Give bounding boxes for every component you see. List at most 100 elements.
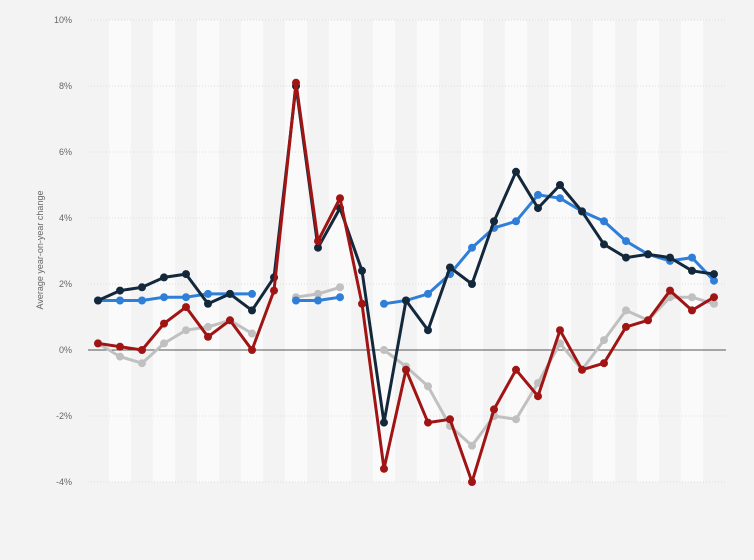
data-point[interactable] [622, 306, 630, 315]
data-point[interactable] [710, 270, 718, 279]
data-point[interactable] [534, 204, 542, 213]
data-point[interactable] [446, 263, 454, 272]
data-point[interactable] [710, 299, 718, 308]
data-point[interactable] [138, 296, 146, 305]
data-point[interactable] [204, 289, 212, 298]
data-point[interactable] [270, 286, 278, 295]
data-point[interactable] [644, 250, 652, 259]
data-point[interactable] [688, 306, 696, 315]
data-point[interactable] [402, 296, 410, 305]
data-point[interactable] [182, 303, 190, 312]
y-tick-label: -2% [56, 411, 72, 421]
data-point[interactable] [424, 289, 432, 298]
data-point[interactable] [182, 293, 190, 302]
data-point[interactable] [490, 217, 498, 226]
data-point[interactable] [380, 346, 388, 354]
data-point[interactable] [666, 253, 674, 262]
data-point[interactable] [380, 464, 388, 473]
data-point[interactable] [116, 296, 124, 305]
data-point[interactable] [622, 322, 630, 331]
data-point[interactable] [534, 392, 542, 401]
data-point[interactable] [182, 326, 190, 335]
y-tick-label: 8% [59, 81, 72, 91]
data-point[interactable] [248, 289, 256, 298]
series-4 [94, 78, 718, 486]
data-point[interactable] [336, 293, 344, 302]
data-point[interactable] [380, 299, 388, 308]
data-point[interactable] [534, 190, 542, 199]
data-point[interactable] [512, 415, 520, 424]
plot-band [197, 20, 219, 482]
data-point[interactable] [666, 286, 674, 295]
data-point[interactable] [622, 237, 630, 246]
data-point[interactable] [468, 478, 476, 486]
data-point[interactable] [138, 359, 146, 368]
plot-band [153, 20, 175, 482]
data-point[interactable] [160, 273, 168, 282]
data-point[interactable] [182, 270, 190, 279]
data-point[interactable] [160, 339, 168, 348]
data-point[interactable] [534, 379, 542, 387]
data-point[interactable] [138, 346, 146, 354]
data-point[interactable] [424, 382, 432, 391]
data-point[interactable] [380, 418, 388, 427]
data-point[interactable] [424, 418, 432, 427]
data-point[interactable] [94, 339, 102, 348]
data-point[interactable] [710, 293, 718, 302]
data-point[interactable] [600, 336, 608, 345]
data-point[interactable] [116, 342, 124, 351]
data-point[interactable] [688, 293, 696, 302]
data-point[interactable] [314, 243, 322, 252]
data-point[interactable] [600, 217, 608, 226]
data-point[interactable] [116, 352, 124, 361]
data-point[interactable] [116, 286, 124, 295]
data-point[interactable] [248, 346, 256, 354]
data-point[interactable] [226, 316, 234, 325]
data-point[interactable] [336, 194, 344, 203]
data-point[interactable] [556, 181, 564, 189]
data-point[interactable] [556, 194, 564, 203]
data-point[interactable] [490, 405, 498, 414]
data-point[interactable] [556, 339, 564, 348]
data-point[interactable] [314, 237, 322, 246]
data-point[interactable] [358, 266, 366, 275]
data-point[interactable] [248, 329, 256, 338]
data-point[interactable] [512, 365, 520, 374]
data-point[interactable] [94, 296, 102, 305]
data-point[interactable] [468, 243, 476, 252]
data-point[interactable] [402, 365, 410, 374]
data-point[interactable] [578, 365, 586, 374]
data-point[interactable] [644, 316, 652, 325]
data-point[interactable] [336, 283, 344, 292]
data-point[interactable] [512, 217, 520, 226]
plot-band [593, 20, 615, 482]
data-point[interactable] [468, 280, 476, 288]
data-point[interactable] [600, 359, 608, 368]
data-point[interactable] [314, 289, 322, 298]
data-point[interactable] [446, 415, 454, 424]
data-point[interactable] [314, 296, 322, 305]
data-point[interactable] [710, 276, 718, 285]
data-point[interactable] [160, 293, 168, 302]
data-point[interactable] [556, 326, 564, 335]
data-point[interactable] [688, 253, 696, 262]
data-point[interactable] [226, 289, 234, 298]
data-point[interactable] [512, 167, 520, 176]
data-point[interactable] [160, 319, 168, 328]
data-point[interactable] [292, 296, 300, 305]
data-point[interactable] [578, 207, 586, 216]
data-point[interactable] [292, 78, 300, 87]
data-point[interactable] [468, 441, 476, 450]
y-tick-label: 6% [59, 147, 72, 157]
data-point[interactable] [138, 283, 146, 292]
data-point[interactable] [204, 299, 212, 308]
data-point[interactable] [622, 253, 630, 262]
data-point[interactable] [358, 299, 366, 308]
data-point[interactable] [600, 240, 608, 249]
data-point[interactable] [248, 306, 256, 315]
data-point[interactable] [424, 326, 432, 335]
data-point[interactable] [204, 322, 212, 331]
data-point[interactable] [204, 332, 212, 341]
data-point[interactable] [688, 266, 696, 275]
